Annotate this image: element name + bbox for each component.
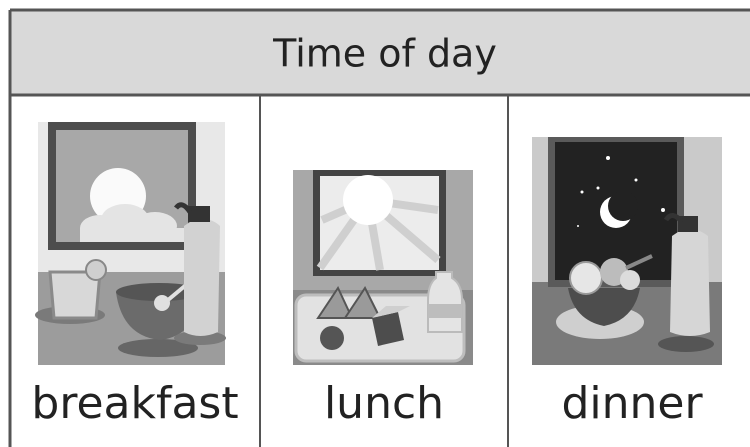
breakfast-image-part xyxy=(118,339,198,357)
dinner-image-part xyxy=(625,254,653,270)
dinner-image-part xyxy=(658,336,714,352)
dinner-image-part xyxy=(569,261,603,295)
breakfast-image-part xyxy=(174,331,226,345)
lunch-image-part xyxy=(428,304,462,318)
lunch-image-part xyxy=(320,326,344,350)
dinner-image-part xyxy=(663,213,684,224)
breakfast-image-part xyxy=(154,295,170,311)
column-label: breakfast xyxy=(31,378,238,429)
dinner-image-part xyxy=(608,191,638,221)
breakfast-image-part xyxy=(85,259,107,281)
breakfast-image-part xyxy=(188,206,210,222)
column-label: lunch xyxy=(324,378,444,429)
dinner-image-part-part xyxy=(606,156,610,160)
column-label: dinner xyxy=(561,378,703,429)
breakfast-image-part xyxy=(184,218,220,336)
dinner-image-part xyxy=(620,270,640,290)
dinner-image-part xyxy=(577,156,665,227)
lunch-image-part xyxy=(427,271,463,333)
lunch-image-part xyxy=(316,285,354,319)
dinner-image-part xyxy=(568,288,640,326)
breakfast-image-part xyxy=(80,228,188,242)
dinner-image xyxy=(532,137,722,365)
header-band xyxy=(10,10,750,95)
dinner-image-part xyxy=(670,228,710,336)
dinner-image-part-part xyxy=(596,186,600,190)
breakfast-image-part xyxy=(174,202,193,214)
lunch-image-part xyxy=(372,306,410,318)
header-title: Time of day xyxy=(272,32,497,76)
dinner-image-part-part xyxy=(577,225,579,227)
breakfast-image-part xyxy=(48,270,102,320)
breakfast-image xyxy=(35,122,226,365)
lunch-image-part xyxy=(343,286,382,319)
table-borders xyxy=(8,8,750,447)
breakfast-image-part xyxy=(116,292,202,340)
dinner-image-part-part xyxy=(580,190,584,194)
lunch-image xyxy=(293,170,473,365)
dinner-image-part-part xyxy=(661,208,665,212)
dinner-image-part-part xyxy=(634,178,638,182)
lunch-image-part xyxy=(372,312,404,346)
lunch-image-part xyxy=(343,175,393,225)
